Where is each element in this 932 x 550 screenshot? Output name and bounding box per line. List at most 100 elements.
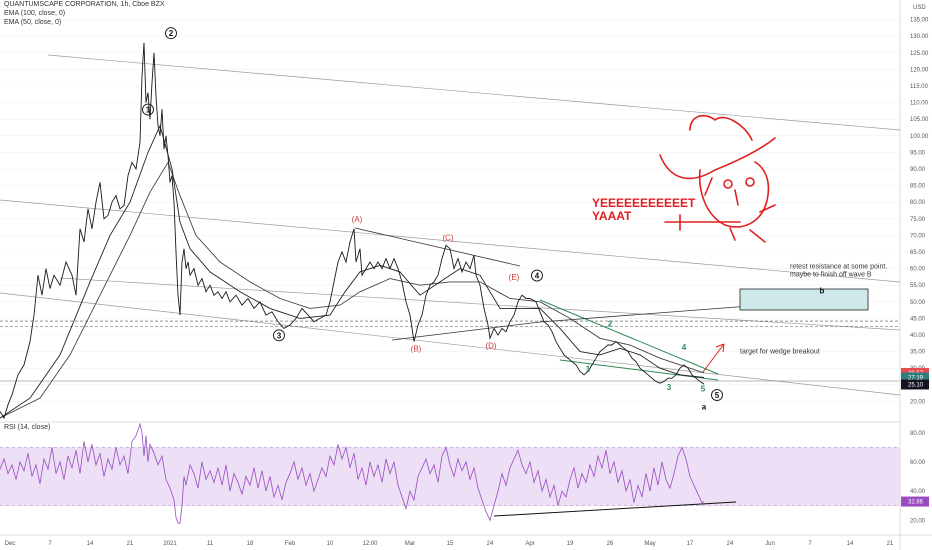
time-tick-label: Jun bbox=[765, 541, 775, 547]
time-tick-label: 24 bbox=[727, 541, 734, 547]
time-tick-label: 14 bbox=[847, 541, 854, 547]
wedge-lines bbox=[539, 299, 719, 381]
time-tick-label: 12:00 bbox=[362, 541, 378, 547]
rsi-tick-label: 80.00 bbox=[910, 431, 926, 437]
price-tick-label: 45.00 bbox=[910, 316, 926, 322]
left-eye bbox=[723, 179, 733, 189]
note-0: retest resistance at some point. bbox=[790, 264, 887, 271]
price-tag-2 bbox=[901, 379, 929, 390]
triangle-lines bbox=[354, 227, 541, 341]
price-tick-label: 75.00 bbox=[910, 217, 926, 223]
price-axis-ticks: 20.0025.0030.0035.0040.0045.0050.0055.00… bbox=[910, 18, 929, 406]
rsi-tick-label: 60.00 bbox=[910, 460, 926, 466]
price-tick-label: 130.00 bbox=[910, 34, 929, 40]
nose bbox=[734, 189, 739, 206]
time-tick-label: 26 bbox=[607, 541, 614, 547]
wave-label-4: 5 bbox=[715, 391, 720, 400]
middle-channel-line bbox=[0, 199, 901, 283]
chart-notes: retest resistance at some point.maybe to… bbox=[740, 264, 887, 356]
price-tag-1 bbox=[901, 372, 929, 383]
lower-channel-line-2 bbox=[0, 292, 901, 396]
target-box bbox=[739, 288, 869, 311]
rsi-trendline bbox=[493, 501, 737, 517]
chart-title: QUANTUMSCAPE CORPORATION, 1h, Cboe BZX bbox=[4, 1, 165, 8]
time-tick-label: 15 bbox=[447, 541, 454, 547]
hat-brim bbox=[659, 137, 776, 180]
time-tick-label: 19 bbox=[567, 541, 574, 547]
price-tag-label-1: 27.19 bbox=[908, 376, 924, 382]
rsi-line bbox=[0, 422, 705, 524]
triangle-lower-line bbox=[391, 321, 541, 341]
time-tick-label: Dec bbox=[5, 541, 16, 547]
time-tick-label: 21 bbox=[127, 541, 134, 547]
wave-label-15: 4 bbox=[682, 343, 687, 352]
price-tick-label: 90.00 bbox=[910, 167, 926, 173]
wave-circle-0 bbox=[142, 103, 154, 116]
time-tick-label: 21 bbox=[887, 541, 894, 547]
price-tick-label: 65.00 bbox=[910, 250, 926, 256]
wave-label-9: (C) bbox=[442, 233, 453, 242]
legend-ema100: EMA (100, close, 0) bbox=[4, 10, 66, 17]
time-tick-label: 7 bbox=[48, 541, 52, 547]
cigarette bbox=[759, 204, 776, 213]
wave-label-10: (D) bbox=[485, 341, 496, 350]
rsi-last-value-label: 32.86 bbox=[908, 500, 924, 506]
cowboy-doodle bbox=[659, 114, 776, 243]
target-arrow-head bbox=[715, 343, 725, 353]
rsi-tick-label: 40.00 bbox=[910, 489, 926, 495]
wave-label-14: 3 bbox=[667, 383, 672, 392]
triangle-upper-line bbox=[354, 227, 521, 267]
price-tick-label: 70.00 bbox=[910, 233, 926, 239]
price-tick-label: 35.00 bbox=[910, 350, 926, 356]
time-tick-label: May bbox=[644, 541, 655, 547]
wave-label-1: 2 bbox=[169, 29, 174, 38]
wave-label-11: (E) bbox=[509, 273, 520, 282]
price-tick-label: 50.00 bbox=[910, 300, 926, 306]
price-tick-label: 105.00 bbox=[910, 117, 929, 123]
wave-label-16: 5 bbox=[701, 384, 706, 393]
price-tick-label: 40.00 bbox=[910, 333, 926, 339]
face-outline bbox=[698, 161, 770, 228]
price-line bbox=[0, 42, 705, 420]
wedge-upper-line bbox=[539, 299, 719, 375]
rsi-band bbox=[0, 447, 900, 506]
doodle-text-line-1: YEEEEEEEEEEET bbox=[592, 196, 696, 210]
price-tick-label: 95.00 bbox=[910, 150, 926, 156]
doodle-text-line-2: YAAAT bbox=[592, 209, 632, 223]
target-arrow bbox=[702, 343, 725, 373]
wave-circle-4 bbox=[711, 389, 723, 402]
time-tick-label: 14 bbox=[87, 541, 94, 547]
legend-ema50: EMA (50, close, 0) bbox=[4, 19, 62, 26]
wave-circle-2 bbox=[273, 329, 285, 342]
time-tick-label: Feb bbox=[285, 541, 296, 547]
ema100-line bbox=[0, 161, 705, 419]
price-tick-label: 125.00 bbox=[910, 51, 929, 57]
wave-label-0: 1 bbox=[146, 106, 151, 115]
rsi-last-value-tag bbox=[901, 496, 929, 507]
upper-channel-line bbox=[47, 54, 901, 131]
wave-label-3: 4 bbox=[535, 272, 540, 281]
price-tick-label: 135.00 bbox=[910, 18, 929, 24]
price-tick-label: 80.00 bbox=[910, 200, 926, 206]
rsi-title: RSI (14, close) bbox=[4, 424, 51, 431]
right-eye bbox=[745, 177, 755, 187]
price-tick-label: 115.00 bbox=[910, 84, 929, 90]
wave-label-6: b bbox=[820, 287, 825, 296]
price-tick-label: 100.00 bbox=[910, 134, 929, 140]
price-gridlines bbox=[0, 19, 900, 402]
price-tick-label: 60.00 bbox=[910, 267, 926, 273]
neck bbox=[729, 227, 766, 243]
price-tick-label: 110.00 bbox=[910, 101, 929, 107]
time-tick-label: Mar bbox=[405, 541, 415, 547]
hat-crown bbox=[689, 114, 753, 141]
note-2: target for wedge breakout bbox=[740, 348, 820, 355]
time-tick-label: 24 bbox=[487, 541, 494, 547]
time-tick-label: 17 bbox=[687, 541, 694, 547]
time-tick-label: 18 bbox=[247, 541, 254, 547]
price-tick-label: 85.00 bbox=[910, 184, 926, 190]
time-tick-label: 11 bbox=[207, 541, 214, 547]
wave-label-12: 1 bbox=[586, 365, 591, 374]
